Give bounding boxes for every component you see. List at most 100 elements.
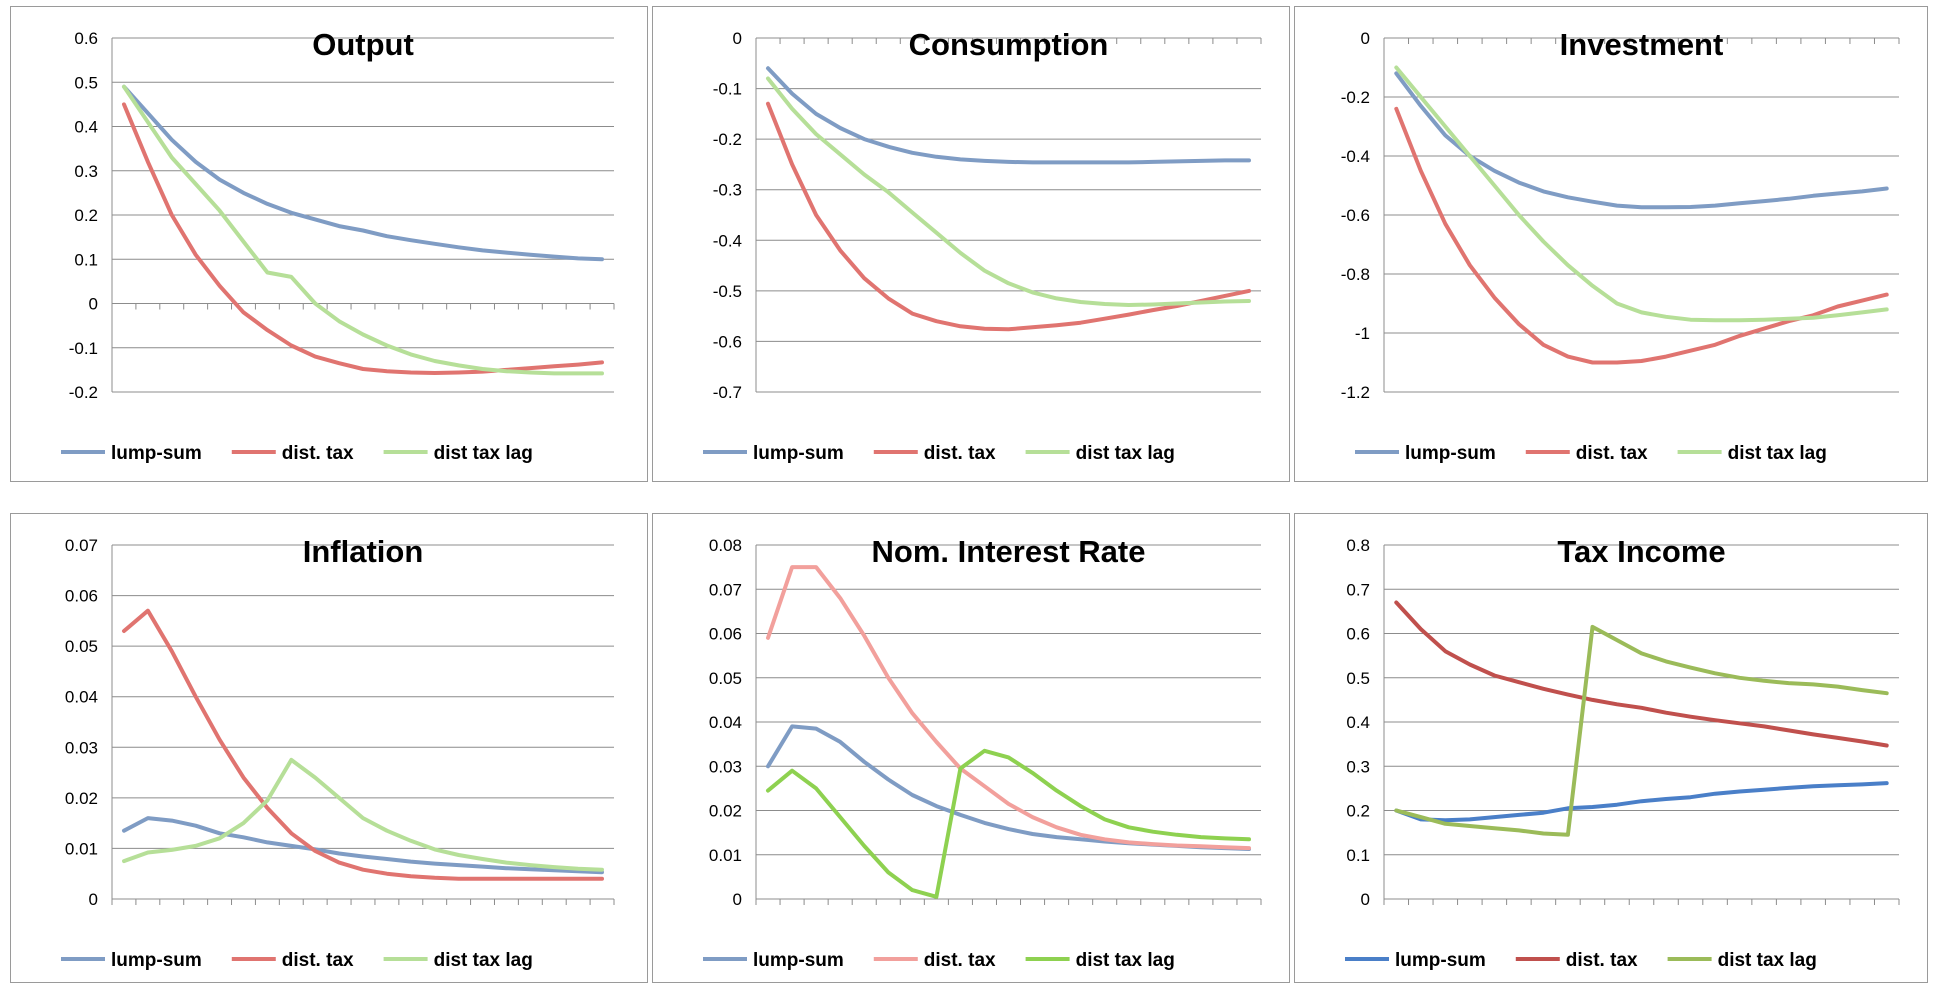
chart-title: Nom. Interest Rate bbox=[872, 534, 1146, 569]
series-line bbox=[122, 84, 604, 262]
legend-label: lump-sum bbox=[1405, 443, 1496, 464]
legend-label: dist tax lag bbox=[1076, 950, 1175, 971]
legend-label: dist tax lag bbox=[1718, 950, 1817, 971]
legend-label: dist tax lag bbox=[434, 443, 533, 464]
y-tick-label: -0.8 bbox=[1341, 265, 1370, 284]
y-tick-label: 0.4 bbox=[1346, 713, 1370, 732]
series-line bbox=[1394, 600, 1889, 748]
y-tick-label: 0.05 bbox=[65, 637, 98, 656]
chart-panel: 0.8 0.7 0.6 0.5 0.4 0.3 0.2 0.1 0 Tax Income lump-… bbox=[1294, 513, 1928, 983]
y-tick-label: 0.08 bbox=[709, 536, 742, 555]
y-tick-label: 0.6 bbox=[1346, 625, 1370, 644]
y-tick-label: -1 bbox=[1355, 324, 1370, 343]
legend-label: dist. tax bbox=[282, 950, 354, 971]
chart-title: Investment bbox=[1560, 27, 1724, 62]
y-tick-label: 0.04 bbox=[65, 688, 98, 707]
y-tick-label: 0.07 bbox=[709, 580, 742, 599]
y-tick-label: 0.1 bbox=[74, 250, 98, 269]
y-tick-label: -0.4 bbox=[713, 231, 742, 250]
chart-title: Consumption bbox=[909, 27, 1109, 62]
series-line bbox=[766, 748, 1251, 899]
chart-svg: 0 -0.2 -0.4 -0.6 -0.8 -1 -1.2 Investment lump-su… bbox=[1341, 27, 1900, 464]
series-line bbox=[766, 565, 1251, 851]
y-tick-label: 0.5 bbox=[1346, 669, 1370, 688]
y-tick-label: -0.4 bbox=[1341, 147, 1370, 166]
y-tick-label: 0.01 bbox=[709, 846, 742, 865]
series-line bbox=[1394, 624, 1889, 837]
y-tick-label: 0 bbox=[733, 890, 742, 909]
series-line bbox=[122, 102, 604, 375]
y-tick-label: 0.04 bbox=[709, 713, 742, 732]
y-tick-label: 0.05 bbox=[709, 669, 742, 688]
y-tick-label: -0.7 bbox=[713, 383, 742, 402]
y-tick-label: 0.03 bbox=[65, 738, 98, 757]
y-tick-label: 0 bbox=[89, 295, 98, 314]
y-tick-label: 0.5 bbox=[74, 73, 98, 92]
y-tick-label: -0.2 bbox=[1341, 88, 1370, 107]
y-tick-label: 0.07 bbox=[65, 536, 98, 555]
legend-label: dist. tax bbox=[1576, 443, 1648, 464]
y-tick-label: -0.2 bbox=[69, 383, 98, 402]
y-tick-label: 0.7 bbox=[1346, 580, 1370, 599]
y-tick-label: 0 bbox=[733, 29, 742, 48]
series-line bbox=[1394, 106, 1889, 365]
legend-label: dist tax lag bbox=[434, 950, 533, 971]
legend-label: dist tax lag bbox=[1076, 443, 1175, 464]
series-line bbox=[766, 724, 1251, 851]
y-tick-label: 0.1 bbox=[1346, 846, 1370, 865]
legend-label: dist tax lag bbox=[1728, 443, 1827, 464]
series-line bbox=[122, 608, 604, 881]
legend-label: lump-sum bbox=[753, 443, 844, 464]
legend-label: dist. tax bbox=[282, 443, 354, 464]
y-tick-label: -1.2 bbox=[1341, 383, 1370, 402]
y-tick-label: 0.03 bbox=[709, 757, 742, 776]
y-tick-label: 0 bbox=[89, 890, 98, 909]
y-tick-label: -0.5 bbox=[713, 282, 742, 301]
chart-svg: 0.07 0.06 0.05 0.04 0.03 0.02 0.01 0 Inflation lu… bbox=[61, 534, 615, 971]
legend-label: dist. tax bbox=[924, 443, 996, 464]
legend-label: dist. tax bbox=[1566, 950, 1638, 971]
series-line bbox=[1394, 71, 1889, 210]
legend-label: lump-sum bbox=[753, 950, 844, 971]
series-line bbox=[1394, 65, 1889, 323]
y-tick-label: 0.2 bbox=[1346, 802, 1370, 821]
legend-label: lump-sum bbox=[111, 950, 202, 971]
series-line bbox=[766, 101, 1251, 332]
chart-svg: 0.08 0.07 0.06 0.05 0.04 0.03 0.02 0.01 0 Nom. In… bbox=[703, 534, 1262, 971]
y-tick-label: 0.6 bbox=[74, 29, 98, 48]
y-tick-label: -0.1 bbox=[713, 80, 742, 99]
series-line bbox=[1394, 781, 1889, 823]
y-tick-label: 0.3 bbox=[74, 162, 98, 181]
y-tick-label: 0.01 bbox=[65, 839, 98, 858]
series-line bbox=[122, 84, 604, 376]
series-line bbox=[122, 816, 604, 875]
y-tick-label: 0.4 bbox=[74, 118, 98, 137]
legend-label: lump-sum bbox=[111, 443, 202, 464]
y-tick-label: -0.6 bbox=[1341, 206, 1370, 225]
legend-label: lump-sum bbox=[1395, 950, 1486, 971]
series-line bbox=[766, 76, 1251, 307]
y-tick-label: -0.1 bbox=[69, 339, 98, 358]
chart-title: Inflation bbox=[303, 534, 424, 569]
y-tick-label: 0.02 bbox=[65, 789, 98, 808]
chart-title: Output bbox=[312, 27, 414, 62]
chart-panel: 0.07 0.06 0.05 0.04 0.03 0.02 0.01 0 Inflation lu… bbox=[10, 513, 648, 983]
series-line bbox=[122, 757, 604, 872]
y-tick-label: -0.2 bbox=[713, 130, 742, 149]
y-tick-label: 0 bbox=[1361, 890, 1370, 909]
y-tick-label: 0.8 bbox=[1346, 536, 1370, 555]
chart-panel: 0 -0.1 -0.2 -0.3 -0.4 -0.5 -0.6 -0.7 Consumption… bbox=[652, 6, 1290, 482]
chart-svg: 0.8 0.7 0.6 0.5 0.4 0.3 0.2 0.1 0 Tax Income lump-… bbox=[1345, 534, 1900, 971]
chart-svg: 0.6 0.5 0.4 0.3 0.2 0.1 0 -0.1 -0.2 Output lump-su… bbox=[61, 27, 615, 464]
chart-panel: 0 -0.2 -0.4 -0.6 -0.8 -1 -1.2 Investment lump-su… bbox=[1294, 6, 1928, 482]
y-tick-label: 0 bbox=[1361, 29, 1370, 48]
chart-panel: 0.08 0.07 0.06 0.05 0.04 0.03 0.02 0.01 0 Nom. In… bbox=[652, 513, 1290, 983]
series-line bbox=[766, 66, 1251, 165]
chart-title: Tax Income bbox=[1557, 534, 1725, 569]
y-tick-label: 0.06 bbox=[65, 587, 98, 606]
y-tick-label: -0.3 bbox=[713, 181, 742, 200]
chart-panel: 0.6 0.5 0.4 0.3 0.2 0.1 0 -0.1 -0.2 Output lump-su… bbox=[10, 6, 648, 482]
y-tick-label: 0.2 bbox=[74, 206, 98, 225]
legend-label: dist. tax bbox=[924, 950, 996, 971]
